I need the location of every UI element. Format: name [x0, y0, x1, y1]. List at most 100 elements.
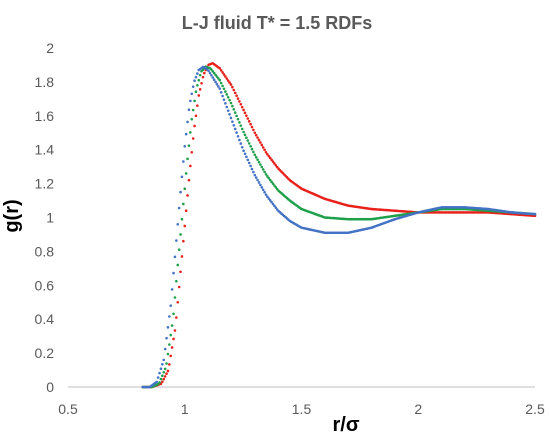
data-point [252, 128, 255, 132]
data-point [236, 97, 240, 100]
data-point [231, 85, 234, 89]
data-point [218, 87, 222, 90]
data-point [177, 248, 181, 251]
data-point [226, 79, 230, 82]
data-point [190, 117, 194, 121]
y-tick-labels: 0 0.2 0.4 0.6 0.8 1 1.2 1.4 1.6 1.8 2 [35, 40, 55, 395]
data-point [176, 300, 180, 304]
data-point [218, 67, 222, 70]
data-point [180, 217, 184, 221]
data-point [266, 175, 269, 178]
data-point [238, 100, 241, 103]
data-point [190, 92, 194, 96]
y-tick-label: 1.8 [35, 74, 55, 90]
data-point [261, 146, 265, 149]
data-point [161, 374, 164, 378]
data-point [212, 71, 216, 75]
data-point [210, 68, 213, 71]
data-point [270, 200, 273, 204]
data-point [271, 202, 275, 206]
data-point [240, 145, 244, 149]
data-point [242, 149, 245, 153]
data-point [196, 83, 199, 87]
data-point [533, 212, 537, 216]
data-point [240, 127, 244, 131]
data-point [184, 132, 188, 136]
data-point [231, 104, 234, 108]
data-point [247, 142, 251, 145]
data-point [158, 371, 161, 375]
x-tick-label: 1 [181, 401, 189, 417]
x-tick-labels: 0.5 1 1.5 2 2.5 [58, 401, 545, 417]
data-point [224, 75, 227, 78]
data-point [233, 111, 237, 114]
data-point [242, 108, 245, 112]
data-point [166, 352, 170, 356]
x-axis-label: r/σ [332, 414, 359, 436]
data-point [226, 95, 230, 99]
data-point [247, 120, 251, 123]
data-point [180, 255, 184, 258]
data-point [225, 77, 229, 80]
data-point [221, 71, 224, 74]
data-point [219, 69, 223, 72]
data-point [208, 71, 212, 75]
data-point [183, 145, 187, 148]
data-point [166, 369, 170, 373]
data-point [170, 324, 174, 327]
data-point [159, 367, 163, 370]
data-point [166, 326, 170, 329]
data-point [270, 180, 273, 184]
data-point [201, 75, 205, 79]
data-point [189, 131, 192, 134]
data-point [165, 362, 168, 365]
data-point [177, 206, 181, 210]
data-point [239, 124, 243, 127]
data-point [187, 178, 191, 182]
data-point [189, 164, 192, 168]
data-point [186, 157, 189, 161]
data-point [197, 78, 201, 82]
data-point [163, 375, 167, 378]
data-point [233, 91, 237, 95]
data-point [215, 75, 219, 78]
data-point [173, 329, 177, 332]
data-point [179, 190, 182, 194]
data-point [215, 82, 219, 86]
data-point [183, 187, 187, 190]
data-point [253, 173, 257, 177]
data-point [225, 105, 229, 109]
data-point [168, 363, 171, 366]
x-tick-label: 2 [414, 401, 422, 417]
data-point [235, 131, 238, 134]
data-point [273, 184, 276, 187]
data-point [221, 94, 224, 98]
data-point [218, 78, 222, 82]
data-point [179, 270, 182, 274]
data-point [259, 163, 262, 166]
data-point [159, 377, 163, 381]
data-point [236, 117, 240, 121]
y-axis-label: g(r) [1, 199, 23, 232]
y-tick-label: 1.4 [35, 142, 55, 158]
y-tick-label: 0.8 [35, 243, 55, 259]
data-point [252, 170, 255, 174]
data-point [172, 271, 175, 275]
data-point [203, 71, 206, 75]
data-point [173, 296, 177, 299]
data-point [252, 150, 255, 154]
data-point [259, 183, 262, 187]
data-point [249, 164, 252, 168]
data-point [264, 150, 268, 154]
data-point [253, 131, 257, 135]
data-point [186, 120, 189, 124]
data-point [169, 354, 173, 358]
data-point [176, 222, 180, 226]
data-point [183, 224, 187, 228]
data-point [260, 165, 264, 169]
data-point [170, 288, 174, 291]
y-tick-label: 0.4 [35, 311, 55, 327]
data-point [250, 125, 254, 129]
data-point [210, 73, 213, 77]
data-point [261, 168, 265, 171]
